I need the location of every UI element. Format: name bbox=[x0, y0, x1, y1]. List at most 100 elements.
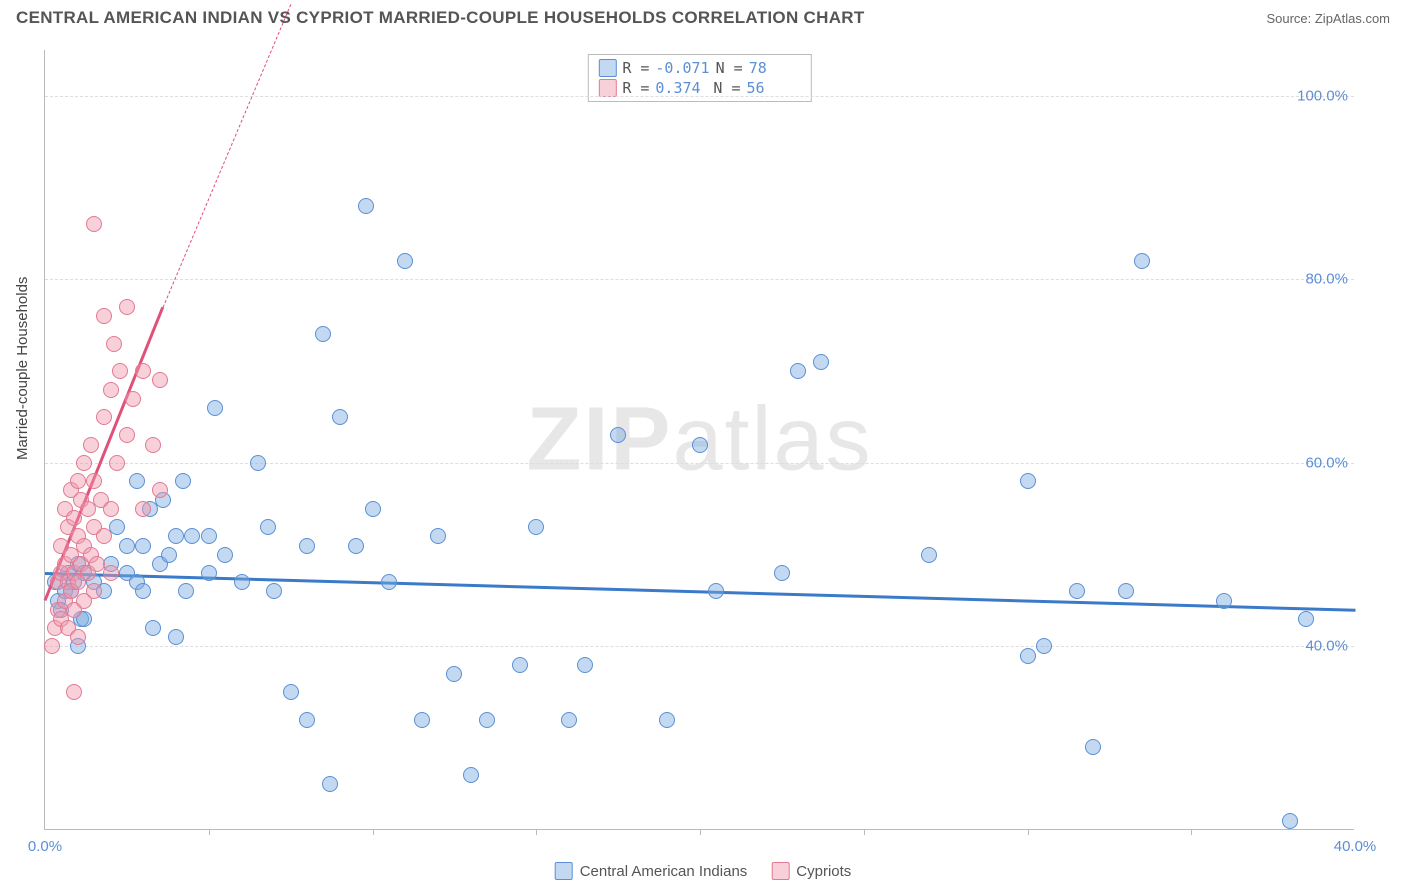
data-point bbox=[577, 657, 593, 673]
legend-swatch bbox=[598, 79, 616, 97]
legend-swatch bbox=[598, 59, 616, 77]
data-point bbox=[774, 565, 790, 581]
data-point bbox=[168, 629, 184, 645]
data-point bbox=[813, 354, 829, 370]
data-point bbox=[1036, 638, 1052, 654]
data-point bbox=[322, 776, 338, 792]
data-point bbox=[358, 198, 374, 214]
data-point bbox=[119, 299, 135, 315]
data-point bbox=[479, 712, 495, 728]
data-point bbox=[103, 501, 119, 517]
data-point bbox=[921, 547, 937, 563]
data-point bbox=[1216, 593, 1232, 609]
n-label: N = bbox=[716, 59, 743, 77]
data-point bbox=[125, 391, 141, 407]
data-point bbox=[135, 583, 151, 599]
stats-legend: R =-0.071N =78R =0.374N =56 bbox=[587, 54, 811, 102]
scatter-plot: ZIPatlas R =-0.071N =78R =0.374N =56 40.… bbox=[44, 50, 1354, 830]
data-point bbox=[106, 336, 122, 352]
data-point bbox=[610, 427, 626, 443]
legend-label: Cypriots bbox=[796, 863, 851, 880]
data-point bbox=[70, 473, 86, 489]
data-point bbox=[103, 565, 119, 581]
data-point bbox=[145, 620, 161, 636]
data-point bbox=[414, 712, 430, 728]
x-tick bbox=[864, 829, 865, 835]
data-point bbox=[283, 684, 299, 700]
data-point bbox=[129, 473, 145, 489]
data-point bbox=[234, 574, 250, 590]
chart-title: CENTRAL AMERICAN INDIAN VS CYPRIOT MARRI… bbox=[16, 8, 865, 28]
y-tick-label: 40.0% bbox=[1305, 638, 1348, 655]
gridline bbox=[45, 463, 1354, 464]
data-point bbox=[315, 326, 331, 342]
data-point bbox=[135, 363, 151, 379]
gridline bbox=[45, 279, 1354, 280]
data-point bbox=[1118, 583, 1134, 599]
data-point bbox=[112, 363, 128, 379]
legend-item: Cypriots bbox=[771, 862, 851, 880]
data-point bbox=[109, 455, 125, 471]
gridline bbox=[45, 646, 1354, 647]
x-tick bbox=[209, 829, 210, 835]
data-point bbox=[790, 363, 806, 379]
legend-swatch bbox=[555, 862, 573, 880]
data-point bbox=[692, 437, 708, 453]
x-tick-label: 40.0% bbox=[1334, 838, 1377, 855]
x-tick bbox=[536, 829, 537, 835]
data-point bbox=[161, 547, 177, 563]
r-value: -0.071 bbox=[655, 59, 709, 77]
data-point bbox=[86, 216, 102, 232]
n-label: N = bbox=[713, 79, 740, 97]
stats-row: R = -0.071 N = 78 bbox=[598, 58, 800, 78]
legend-swatch bbox=[771, 862, 789, 880]
x-tick bbox=[373, 829, 374, 835]
chart-header: CENTRAL AMERICAN INDIAN VS CYPRIOT MARRI… bbox=[0, 0, 1406, 32]
y-axis-title: Married-couple Households bbox=[14, 277, 31, 460]
data-point bbox=[1298, 611, 1314, 627]
y-tick-label: 100.0% bbox=[1297, 87, 1348, 104]
data-point bbox=[659, 712, 675, 728]
data-point bbox=[299, 712, 315, 728]
r-value: 0.374 bbox=[655, 79, 707, 97]
data-point bbox=[201, 565, 217, 581]
data-point bbox=[96, 528, 112, 544]
data-point bbox=[1085, 739, 1101, 755]
data-point bbox=[168, 528, 184, 544]
x-tick-label: 0.0% bbox=[28, 838, 62, 855]
chart-source: Source: ZipAtlas.com bbox=[1266, 11, 1390, 26]
legend-item: Central American Indians bbox=[555, 862, 748, 880]
data-point bbox=[96, 308, 112, 324]
data-point bbox=[86, 473, 102, 489]
data-point bbox=[299, 538, 315, 554]
data-point bbox=[430, 528, 446, 544]
y-tick-label: 60.0% bbox=[1305, 454, 1348, 471]
data-point bbox=[135, 501, 151, 517]
data-point bbox=[152, 482, 168, 498]
data-point bbox=[135, 538, 151, 554]
data-point bbox=[708, 583, 724, 599]
data-point bbox=[1069, 583, 1085, 599]
data-point bbox=[119, 427, 135, 443]
n-value: 56 bbox=[747, 79, 799, 97]
data-point bbox=[184, 528, 200, 544]
data-point bbox=[178, 583, 194, 599]
data-point bbox=[512, 657, 528, 673]
r-label: R = bbox=[622, 59, 649, 77]
data-point bbox=[83, 437, 99, 453]
data-point bbox=[86, 583, 102, 599]
data-point bbox=[66, 684, 82, 700]
x-tick bbox=[1191, 829, 1192, 835]
data-point bbox=[463, 767, 479, 783]
data-point bbox=[76, 455, 92, 471]
data-point bbox=[1282, 813, 1298, 829]
data-point bbox=[1020, 473, 1036, 489]
data-point bbox=[446, 666, 462, 682]
data-point bbox=[250, 455, 266, 471]
data-point bbox=[145, 437, 161, 453]
trend-line bbox=[162, 4, 291, 307]
data-point bbox=[119, 538, 135, 554]
data-point bbox=[528, 519, 544, 535]
n-value: 78 bbox=[749, 59, 801, 77]
data-point bbox=[44, 638, 60, 654]
